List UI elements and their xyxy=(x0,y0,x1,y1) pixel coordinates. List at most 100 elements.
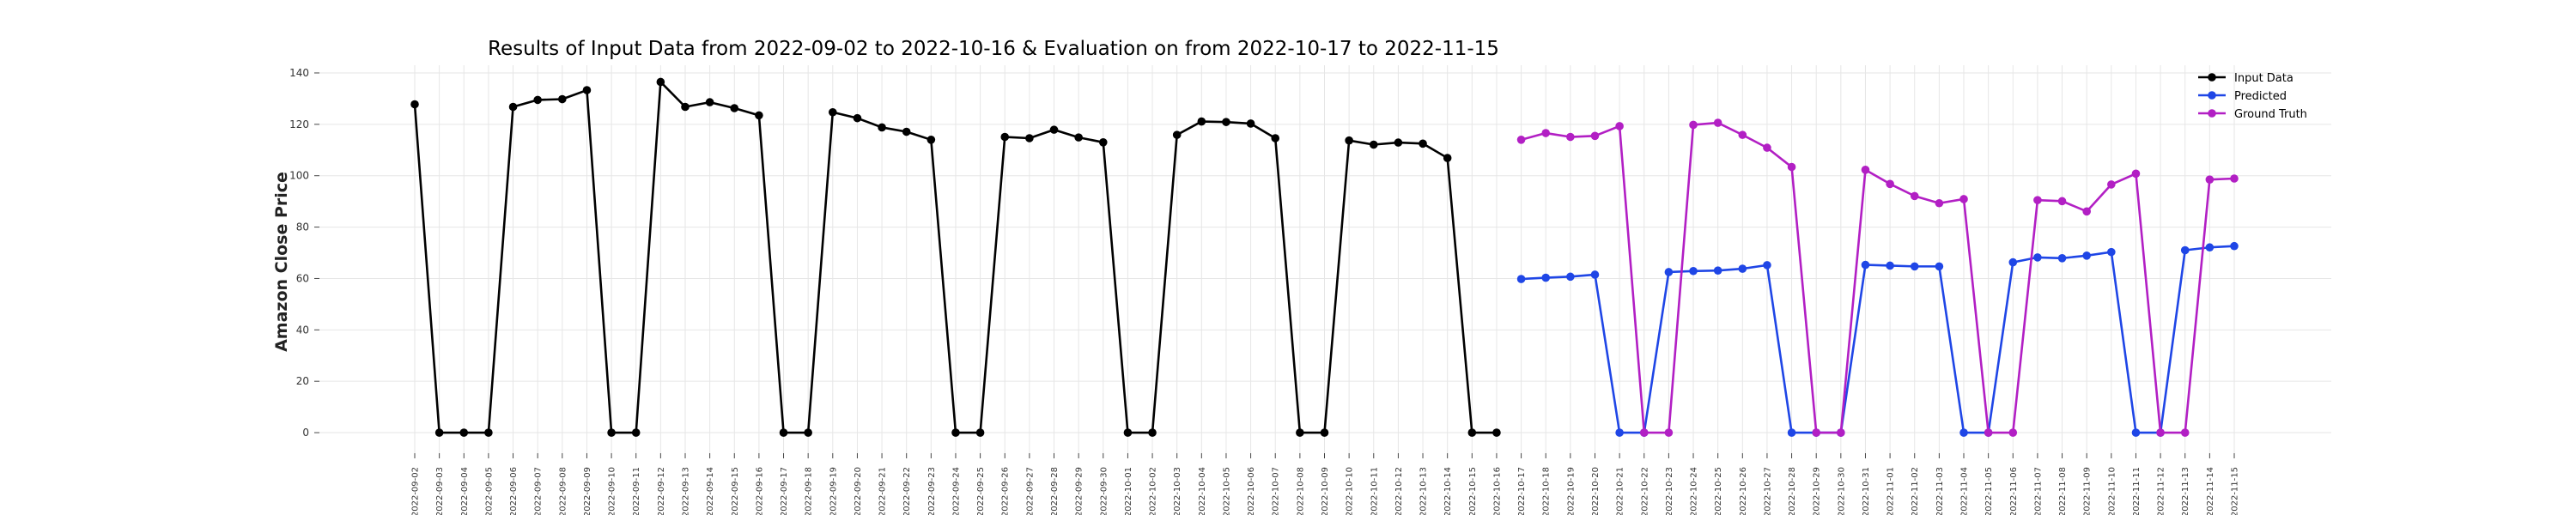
x-tick-label: 2022-09-28 xyxy=(1050,467,1060,515)
legend: Input Data Predicted Ground Truth xyxy=(2198,72,2307,121)
data-point-predicted xyxy=(2131,428,2141,437)
data-point-input-data xyxy=(804,428,812,437)
x-tick-label: 2022-10-24 xyxy=(1690,467,1699,515)
series-line-ground-truth xyxy=(1521,121,2235,434)
x-tick-label: 2022-11-08 xyxy=(2058,467,2068,515)
data-point-input-data xyxy=(1148,428,1157,437)
x-tick-label: 2022-10-29 xyxy=(1813,467,1822,515)
x-tick-label: 2022-10-01 xyxy=(1124,467,1133,515)
data-point-ground-truth xyxy=(1639,428,1649,437)
data-point-input-data xyxy=(1222,118,1230,126)
x-tick-label: 2022-10-11 xyxy=(1370,467,1379,515)
data-point-ground-truth xyxy=(1763,143,1771,152)
data-point-input-data xyxy=(1098,138,1108,147)
x-tick-label: 2022-10-16 xyxy=(1492,467,1502,515)
x-axis-ticks: 2022-09-02 2022-09-03 2022-09-04 2022-09-05… xyxy=(411,453,2240,515)
data-point-predicted xyxy=(1861,260,1870,270)
data-point-ground-truth xyxy=(2082,207,2091,216)
data-point-ground-truth xyxy=(2230,174,2239,183)
data-point-predicted xyxy=(1935,262,1944,271)
x-tick-label: 2022-11-14 xyxy=(2206,467,2215,515)
data-point-predicted xyxy=(2057,254,2067,263)
x-tick-label: 2022-09-03 xyxy=(435,467,445,515)
series-line-predicted xyxy=(1521,245,2235,434)
x-tick-label: 2022-09-12 xyxy=(657,467,666,515)
data-point-ground-truth xyxy=(1516,136,1526,144)
x-tick-label: 2022-09-08 xyxy=(558,467,568,515)
x-tick-label: 2022-10-04 xyxy=(1198,467,1207,515)
data-point-input-data xyxy=(434,428,444,437)
legend-marker-input-data xyxy=(2208,73,2216,82)
x-tick-label: 2022-10-19 xyxy=(1566,467,1576,515)
y-tick-label: 60 xyxy=(296,272,309,284)
y-tick-label: 20 xyxy=(296,375,309,387)
data-point-input-data xyxy=(1074,133,1083,142)
x-tick-label: 2022-11-10 xyxy=(2107,467,2117,515)
chart-title: Results of Input Data from 2022-09-02 to… xyxy=(488,38,1499,60)
data-point-ground-truth xyxy=(1787,162,1796,172)
x-tick-label: 2022-10-13 xyxy=(1419,467,1429,515)
y-axis-ticks: 0 20 40 60 80 100 120 140 xyxy=(289,67,319,439)
x-tick-label: 2022-10-30 xyxy=(1837,467,1846,515)
y-tick-label: 0 xyxy=(302,427,309,439)
x-tick-label: 2022-10-06 xyxy=(1247,467,1256,515)
x-tick-label: 2022-09-22 xyxy=(902,467,912,515)
data-point-input-data xyxy=(1197,117,1206,126)
x-tick-label: 2022-10-25 xyxy=(1714,467,1723,515)
data-point-input-data xyxy=(902,127,911,136)
data-point-input-data xyxy=(755,111,763,120)
data-point-predicted xyxy=(2230,241,2239,251)
data-point-ground-truth xyxy=(2107,180,2116,189)
data-point-input-data xyxy=(927,136,936,144)
x-tick-label: 2022-09-10 xyxy=(608,467,617,515)
x-tick-label: 2022-09-04 xyxy=(460,467,470,515)
data-point-input-data xyxy=(1271,134,1280,142)
data-point-input-data xyxy=(631,428,641,437)
data-point-ground-truth xyxy=(1541,129,1551,137)
data-point-ground-truth xyxy=(2156,428,2165,437)
data-point-ground-truth xyxy=(2180,428,2190,437)
data-point-input-data xyxy=(681,102,690,112)
x-tick-label: 2022-11-03 xyxy=(1935,467,1945,515)
legend-label-input-data: Input Data xyxy=(2234,72,2293,85)
x-tick-label: 2022-11-07 xyxy=(2033,467,2043,515)
legend-label-ground-truth: Ground Truth xyxy=(2234,108,2307,121)
x-tick-label: 2022-09-26 xyxy=(1001,467,1011,515)
y-tick-label: 80 xyxy=(296,221,309,233)
data-point-input-data xyxy=(1246,119,1255,128)
data-point-input-data xyxy=(1419,139,1427,148)
x-tick-label: 2022-10-27 xyxy=(1763,467,1772,515)
x-tick-label: 2022-09-07 xyxy=(534,467,544,515)
x-tick-label: 2022-10-05 xyxy=(1222,467,1231,515)
data-point-ground-truth xyxy=(1689,120,1698,130)
data-point-predicted xyxy=(1615,428,1624,437)
data-point-ground-truth xyxy=(1812,428,1821,437)
x-tick-label: 2022-11-02 xyxy=(1911,467,1920,515)
data-point-ground-truth xyxy=(1935,198,1944,208)
y-tick-label: 140 xyxy=(289,67,309,79)
x-tick-label: 2022-09-27 xyxy=(1025,467,1035,515)
data-point-ground-truth xyxy=(1590,131,1600,141)
x-tick-label: 2022-09-14 xyxy=(706,467,715,515)
x-tick-label: 2022-09-21 xyxy=(878,467,888,515)
data-point-predicted xyxy=(1664,268,1674,276)
data-point-ground-truth xyxy=(1984,428,1993,437)
data-point-ground-truth xyxy=(2131,169,2141,179)
data-point-input-data xyxy=(951,428,960,437)
data-point-input-data xyxy=(459,428,469,437)
data-point-predicted xyxy=(1787,428,1796,437)
data-point-input-data xyxy=(1123,428,1133,437)
data-point-predicted xyxy=(1910,262,1919,271)
x-tick-label: 2022-09-17 xyxy=(780,467,789,515)
data-point-ground-truth xyxy=(2033,196,2042,204)
data-point-input-data xyxy=(779,428,788,437)
x-tick-label: 2022-09-29 xyxy=(1075,467,1084,515)
y-tick-label: 120 xyxy=(289,118,309,130)
data-point-predicted xyxy=(1590,270,1600,279)
x-tick-label: 2022-10-21 xyxy=(1616,467,1625,515)
data-point-input-data xyxy=(607,428,616,437)
data-point-predicted xyxy=(1886,261,1894,270)
data-point-input-data xyxy=(1369,140,1378,149)
x-tick-label: 2022-10-12 xyxy=(1394,467,1404,515)
